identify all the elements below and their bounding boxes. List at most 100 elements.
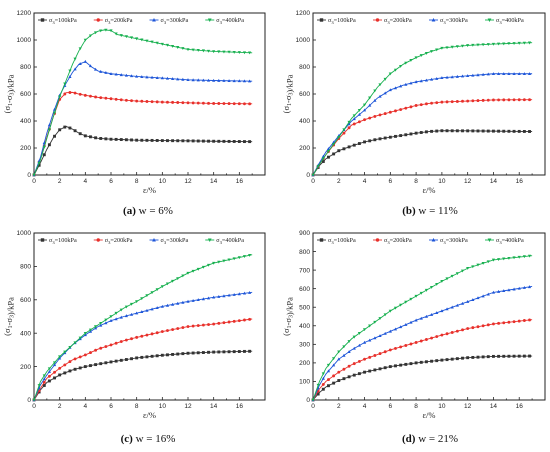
data-point <box>337 370 341 374</box>
data-point <box>73 91 77 95</box>
data-point <box>63 82 67 86</box>
data-point <box>357 142 361 145</box>
data-point <box>171 328 175 331</box>
data-point <box>430 359 434 363</box>
data-point <box>419 339 423 343</box>
x-tick-label: 8 <box>414 403 418 410</box>
x-tick-label: 2 <box>337 178 341 185</box>
data-point <box>196 298 200 302</box>
data-point <box>88 328 93 332</box>
data-point <box>171 302 175 306</box>
data-point <box>419 79 423 83</box>
y-tick-label: 100 <box>299 379 310 386</box>
data-point <box>89 351 92 355</box>
data-point <box>171 279 175 283</box>
data-point <box>388 110 392 114</box>
data-point <box>440 358 444 362</box>
data-point <box>455 357 459 361</box>
data-point <box>383 136 387 140</box>
data-point <box>497 129 501 133</box>
data-point <box>517 72 521 75</box>
data-point <box>78 132 82 136</box>
data-point <box>352 335 356 339</box>
data-point <box>176 139 180 143</box>
data-point <box>124 73 128 77</box>
data-point <box>378 352 382 356</box>
x-tick-label: 16 <box>236 403 244 410</box>
data-point <box>445 277 449 281</box>
data-point <box>424 360 428 364</box>
data-point <box>466 327 470 331</box>
data-point <box>58 128 62 132</box>
legend-label: σ3=400kPa <box>216 17 244 25</box>
data-point <box>409 105 413 109</box>
data-point <box>507 354 511 358</box>
data-point <box>47 369 51 373</box>
data-point <box>342 377 346 381</box>
data-point <box>42 374 46 378</box>
data-point <box>248 349 252 353</box>
data-point <box>78 366 82 370</box>
data-point <box>227 50 231 54</box>
data-point <box>176 301 180 305</box>
data-point <box>217 139 221 143</box>
legend-marker <box>319 238 324 242</box>
data-point <box>327 155 330 159</box>
data-point <box>242 291 247 295</box>
data-point <box>337 357 341 361</box>
data-point <box>450 75 454 79</box>
data-point <box>232 350 236 354</box>
data-point <box>83 38 87 42</box>
legend-marker <box>375 18 380 22</box>
data-point <box>450 331 454 334</box>
data-point <box>424 130 428 134</box>
series-line <box>33 318 253 401</box>
data-point <box>212 139 216 143</box>
data-point <box>78 62 82 65</box>
data-point <box>461 129 464 133</box>
x-tick-label: 16 <box>516 178 524 185</box>
data-point <box>394 134 397 138</box>
data-point <box>347 364 351 368</box>
data-point <box>37 384 41 387</box>
data-point <box>232 79 236 83</box>
data-point <box>94 325 98 329</box>
data-point <box>129 312 134 316</box>
data-point <box>212 322 216 326</box>
data-point <box>119 73 123 77</box>
x-tick-label: 10 <box>438 178 446 185</box>
data-point <box>227 258 231 262</box>
legend-label: σ3=100kPa <box>328 237 356 245</box>
data-point <box>52 363 57 367</box>
data-point <box>165 76 170 80</box>
data-point <box>424 78 429 82</box>
data-point <box>124 98 128 102</box>
data-point <box>83 134 87 138</box>
data-point <box>196 351 200 355</box>
data-point <box>491 72 496 75</box>
data-point <box>176 77 180 81</box>
data-point <box>83 93 87 97</box>
data-point <box>373 336 377 340</box>
data-point <box>512 287 516 291</box>
data-point <box>160 100 164 104</box>
data-point <box>502 98 506 102</box>
x-tick-label: 8 <box>414 178 418 185</box>
data-point <box>145 100 149 103</box>
data-point <box>522 319 526 322</box>
data-point <box>222 79 226 82</box>
data-point <box>481 129 485 133</box>
data-point <box>321 382 325 386</box>
x-tick-label: 10 <box>438 403 446 410</box>
data-point <box>481 43 485 47</box>
data-point <box>88 34 93 38</box>
data-point <box>88 64 93 68</box>
data-point <box>491 290 496 294</box>
data-point <box>486 129 490 133</box>
data-point <box>527 285 532 289</box>
data-point <box>352 373 356 377</box>
legend: σ3=100kPa σ3=200kPa σ3=300kPa σ3=400kPa <box>317 237 524 245</box>
data-point <box>165 303 170 307</box>
data-point <box>201 265 205 269</box>
data-point <box>176 327 180 330</box>
